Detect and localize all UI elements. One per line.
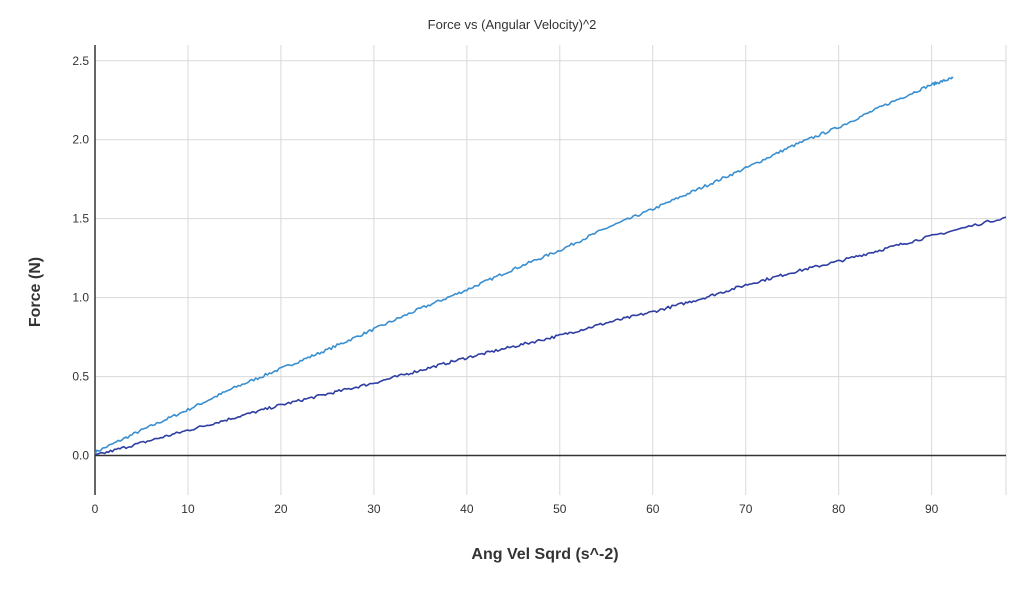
x-tick-label: 40 (460, 502, 474, 516)
y-tick-label: 0.0 (72, 449, 89, 463)
y-tick-label: 1.0 (72, 291, 89, 305)
axes (94, 45, 1006, 495)
y-tick-label: 2.5 (72, 54, 89, 68)
x-tick-label: 70 (739, 502, 753, 516)
x-tick-label: 20 (274, 502, 288, 516)
x-tick-label: 10 (181, 502, 195, 516)
x-tick-label: 80 (832, 502, 846, 516)
grid (95, 45, 1007, 495)
x-tick-label: 30 (367, 502, 381, 516)
series-line-2 (94, 216, 1007, 456)
y-tick-label: 0.5 (72, 370, 89, 384)
x-tick-label: 0 (92, 502, 99, 516)
tick-labels: 0 10 20 30 40 50 60 70 80 90 0.0 0.5 1.0 1.5 2.0 2.5 (72, 54, 938, 516)
x-tick-label: 50 (553, 502, 567, 516)
y-axis-title: Force (N) (27, 257, 44, 327)
series-line-1 (94, 76, 954, 455)
y-tick-label: 1.5 (72, 212, 89, 226)
x-axis-title: Ang Vel Sqrd (s^-2) (471, 546, 618, 563)
y-tick-label: 2.0 (72, 133, 89, 147)
x-tick-label: 90 (925, 502, 939, 516)
x-tick-label: 60 (646, 502, 660, 516)
chart-title: Force vs (Angular Velocity)^2 (428, 17, 597, 32)
series-lines (94, 76, 1007, 456)
